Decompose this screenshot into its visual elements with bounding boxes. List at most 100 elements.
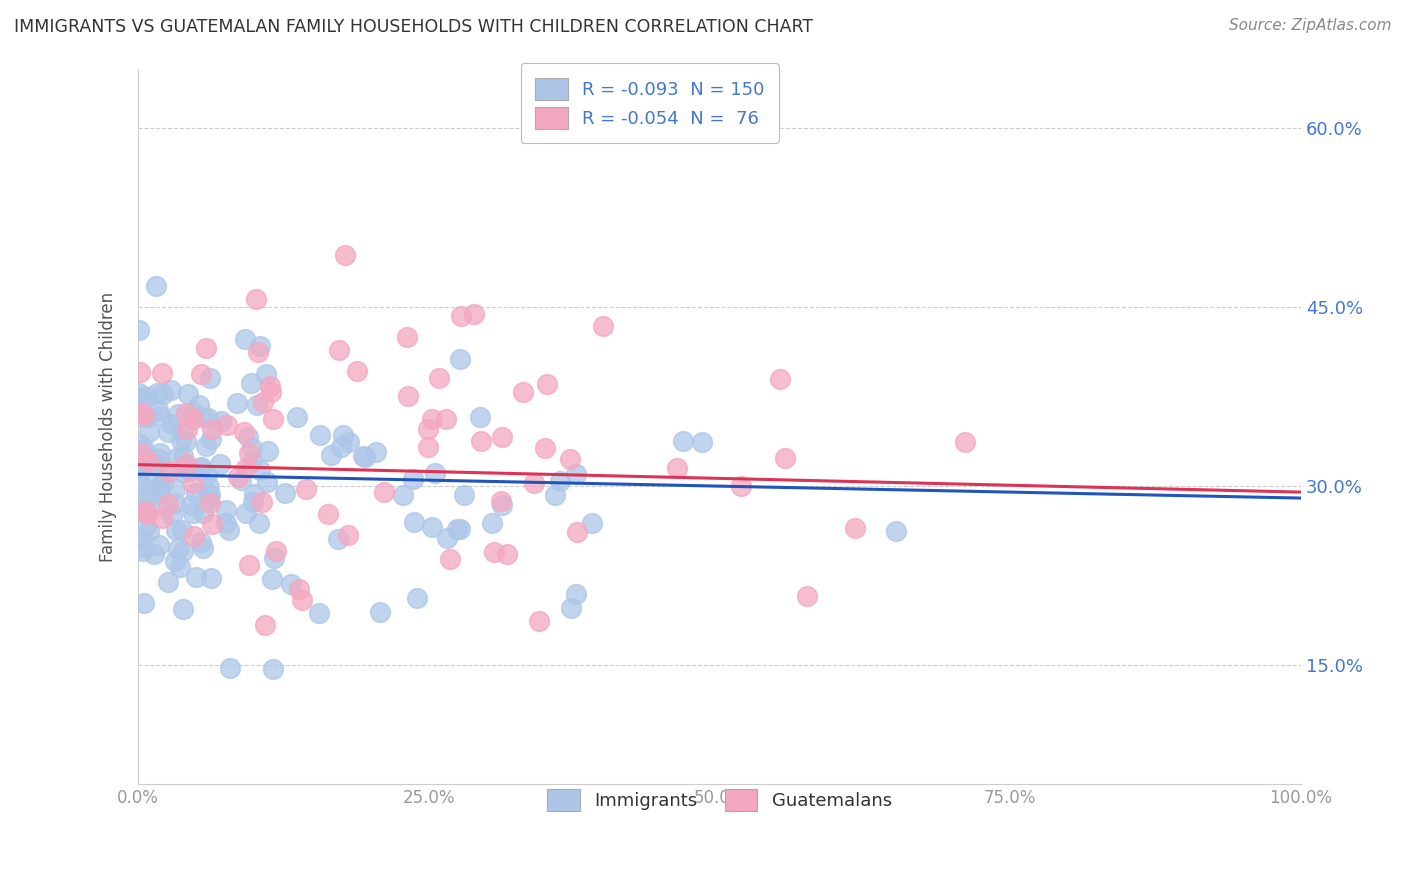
Point [181, 412, 204, 426]
Point [152, 464, 174, 478]
Point [240, 376, 263, 391]
Point [172, 601, 194, 615]
Point [180, 498, 202, 512]
Legend: Immigrants, Guatemalans: Immigrants, Guatemalans [533, 774, 905, 825]
Point [150, 511, 173, 525]
Point [149, 446, 172, 460]
Point [257, 444, 280, 458]
Point [427, 370, 450, 384]
Point [330, 440, 353, 454]
Point [333, 248, 356, 262]
Point [434, 411, 457, 425]
Point [392, 488, 415, 502]
Point [170, 434, 193, 448]
Point [209, 457, 232, 471]
Point [328, 343, 350, 358]
Point [256, 475, 278, 489]
Point [134, 408, 156, 422]
Point [194, 439, 217, 453]
Point [240, 441, 263, 455]
Point [402, 472, 425, 486]
Point [262, 662, 284, 676]
Point [450, 309, 472, 323]
Point [166, 450, 188, 464]
Point [481, 516, 503, 530]
Point [238, 558, 260, 573]
Point [148, 539, 170, 553]
Point [263, 550, 285, 565]
Point [174, 406, 197, 420]
Point [138, 524, 160, 539]
Point [179, 464, 201, 478]
Point [201, 516, 224, 531]
Point [209, 414, 232, 428]
Point [174, 457, 197, 471]
Point [439, 552, 461, 566]
Point [181, 475, 204, 490]
Point [420, 411, 443, 425]
Point [336, 528, 359, 542]
Point [134, 596, 156, 610]
Point [148, 479, 170, 493]
Point [139, 489, 162, 503]
Point [132, 390, 155, 404]
Point [245, 292, 267, 306]
Point [191, 541, 214, 555]
Point [148, 485, 170, 500]
Point [181, 506, 204, 520]
Point [136, 454, 159, 468]
Point [730, 478, 752, 492]
Point [160, 508, 183, 522]
Point [332, 428, 354, 442]
Point [247, 516, 270, 530]
Point [186, 486, 208, 500]
Point [512, 384, 534, 399]
Point [165, 523, 187, 537]
Point [200, 572, 222, 586]
Point [235, 507, 257, 521]
Point [128, 385, 150, 400]
Point [188, 398, 211, 412]
Point [172, 523, 194, 537]
Point [129, 457, 152, 471]
Point [280, 577, 302, 591]
Point [592, 318, 614, 333]
Point [157, 464, 180, 478]
Point [135, 518, 157, 533]
Point [796, 589, 818, 603]
Point [134, 504, 156, 518]
Point [328, 532, 350, 546]
Point [690, 434, 713, 449]
Point [219, 661, 242, 675]
Y-axis label: Family Households with Children: Family Households with Children [100, 292, 117, 562]
Point [436, 531, 458, 545]
Point [165, 496, 187, 510]
Point [190, 367, 212, 381]
Point [183, 529, 205, 543]
Point [157, 497, 180, 511]
Point [186, 570, 208, 584]
Text: IMMIGRANTS VS GUATEMALAN FAMILY HOUSEHOLDS WITH CHILDREN CORRELATION CHART: IMMIGRANTS VS GUATEMALAN FAMILY HOUSEHOL… [14, 18, 813, 36]
Point [200, 495, 222, 509]
Point [190, 460, 212, 475]
Point [135, 507, 157, 521]
Point [159, 384, 181, 398]
Point [226, 396, 249, 410]
Point [215, 516, 238, 531]
Point [250, 495, 273, 509]
Point [197, 487, 219, 501]
Point [129, 406, 152, 420]
Point [291, 593, 314, 607]
Point [148, 402, 170, 417]
Point [318, 507, 340, 521]
Point [366, 445, 388, 459]
Point [308, 428, 330, 442]
Point [496, 547, 519, 561]
Point [190, 461, 212, 475]
Point [321, 448, 343, 462]
Point [396, 389, 419, 403]
Point [249, 463, 271, 477]
Point [425, 467, 447, 481]
Point [128, 323, 150, 337]
Point [156, 575, 179, 590]
